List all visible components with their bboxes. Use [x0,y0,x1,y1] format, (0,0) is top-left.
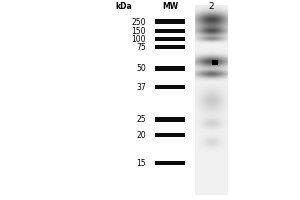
Text: 15: 15 [136,159,146,168]
Text: 150: 150 [131,27,146,36]
Text: 75: 75 [136,43,146,52]
Text: 2: 2 [209,2,214,11]
Text: kDa: kDa [115,2,132,11]
Text: 50: 50 [136,64,146,73]
Text: 20: 20 [136,131,146,140]
Text: 100: 100 [131,35,146,44]
Text: 250: 250 [131,18,146,27]
Text: 37: 37 [136,83,146,92]
Text: MW: MW [162,2,178,11]
Text: 25: 25 [136,115,146,124]
